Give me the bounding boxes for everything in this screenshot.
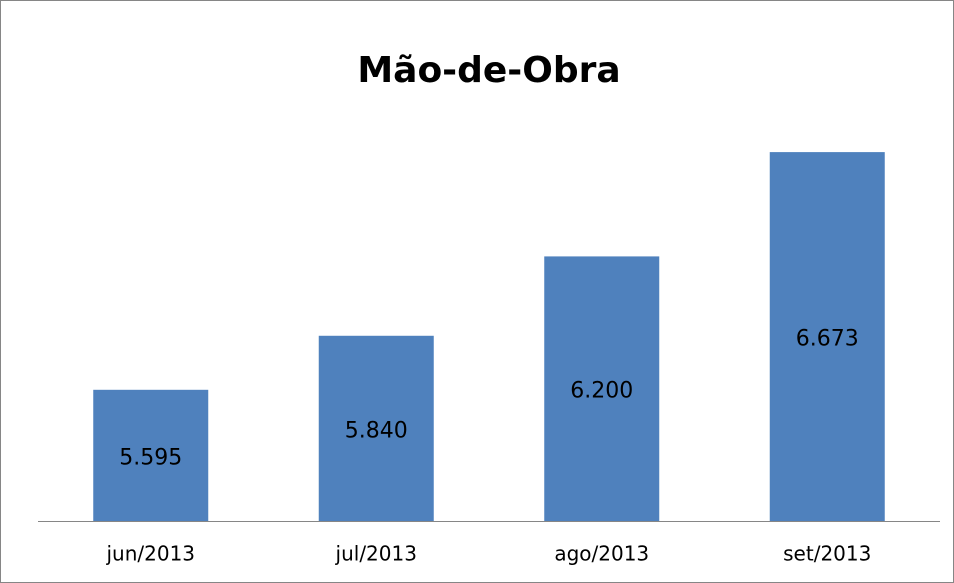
data-label: 6.200: [570, 379, 633, 404]
x-tick-label: jul/2013: [335, 542, 417, 566]
bar: [318, 335, 434, 521]
x-tick-label: set/2013: [783, 542, 871, 566]
bar: [544, 256, 660, 521]
chart-title: Mão-de-Obra: [357, 50, 620, 91]
data-label: 5.595: [119, 445, 182, 470]
data-label: 5.840: [345, 418, 408, 443]
x-tick-label: jun/2013: [105, 542, 195, 566]
bar: [93, 389, 209, 521]
data-label: 6.673: [796, 327, 859, 352]
x-tick-label: ago/2013: [554, 542, 649, 566]
bar: [769, 152, 885, 521]
